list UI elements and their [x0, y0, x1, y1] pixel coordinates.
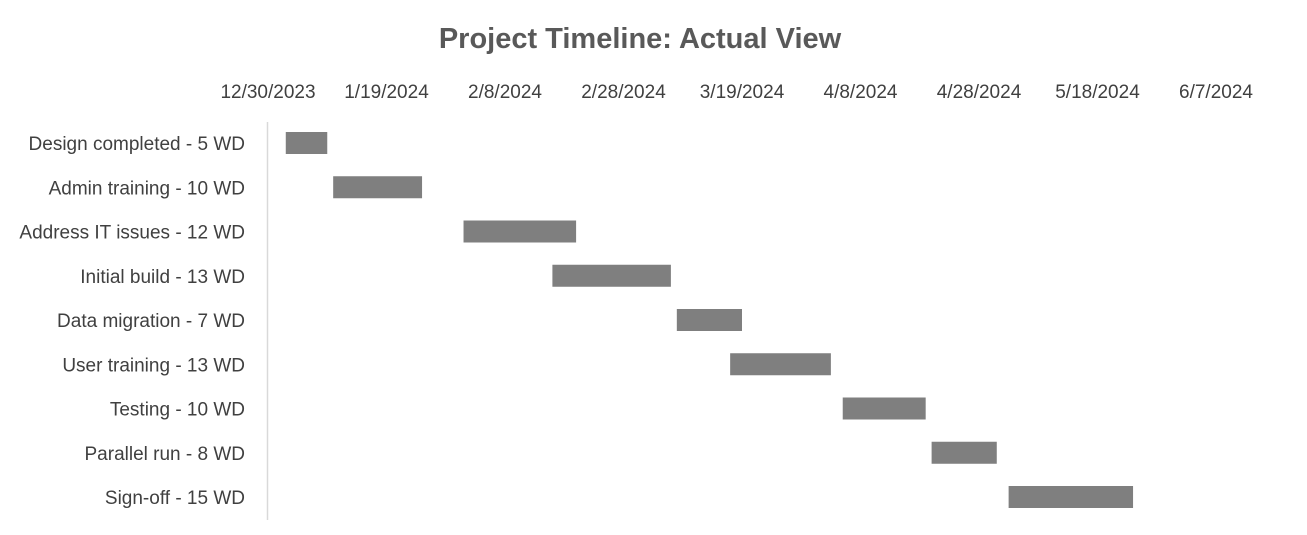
task-label: Address IT issues - 12 WD [19, 223, 245, 244]
x-tick-label: 3/19/2024 [700, 82, 785, 103]
task-bar [285, 132, 328, 154]
task-bar [333, 176, 423, 199]
chart-title: Project Timeline: Actual View [439, 23, 842, 55]
task-bar [730, 353, 831, 376]
task-bar [676, 309, 742, 331]
task-bar [842, 397, 926, 420]
task-label: Design completed - 5 WD [29, 134, 245, 155]
x-tick-label: 1/19/2024 [344, 82, 429, 103]
x-tick-label: 4/8/2024 [824, 82, 898, 103]
x-tick-label: 5/18/2024 [1055, 82, 1140, 103]
x-tick-label: 2/8/2024 [468, 82, 542, 103]
task-bar [552, 264, 671, 287]
task-label: Testing - 10 WD [110, 400, 245, 421]
x-tick-label: 4/28/2024 [937, 82, 1022, 103]
task-label: Data migration - 7 WD [57, 311, 245, 332]
x-tick-label: 6/7/2024 [1179, 82, 1253, 103]
task-bar [463, 220, 577, 243]
x-tick-label: 2/28/2024 [581, 82, 666, 103]
task-bar [1008, 486, 1134, 508]
task-label: Sign-off - 15 WD [105, 488, 245, 509]
task-label: User training - 13 WD [62, 355, 245, 376]
task-bar [931, 441, 997, 464]
x-tick-label: 12/30/2023 [220, 82, 315, 103]
task-label: Parallel run - 8 WD [85, 444, 246, 465]
task-label: Initial build - 13 WD [80, 267, 245, 288]
task-label: Admin training - 10 WD [49, 178, 245, 199]
